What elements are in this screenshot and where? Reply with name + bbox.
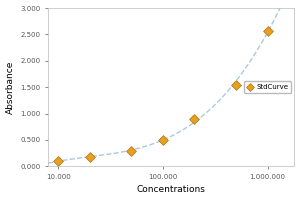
StdCurve xyxy=(56,159,61,163)
Legend: StdCurve: StdCurve xyxy=(244,81,291,93)
StdCurve xyxy=(234,83,239,86)
StdCurve xyxy=(265,29,270,32)
StdCurve xyxy=(129,150,134,153)
Y-axis label: Absorbance: Absorbance xyxy=(6,60,15,114)
StdCurve xyxy=(192,117,197,120)
X-axis label: Concentrations: Concentrations xyxy=(137,185,206,194)
StdCurve xyxy=(160,138,165,141)
StdCurve xyxy=(87,155,92,158)
